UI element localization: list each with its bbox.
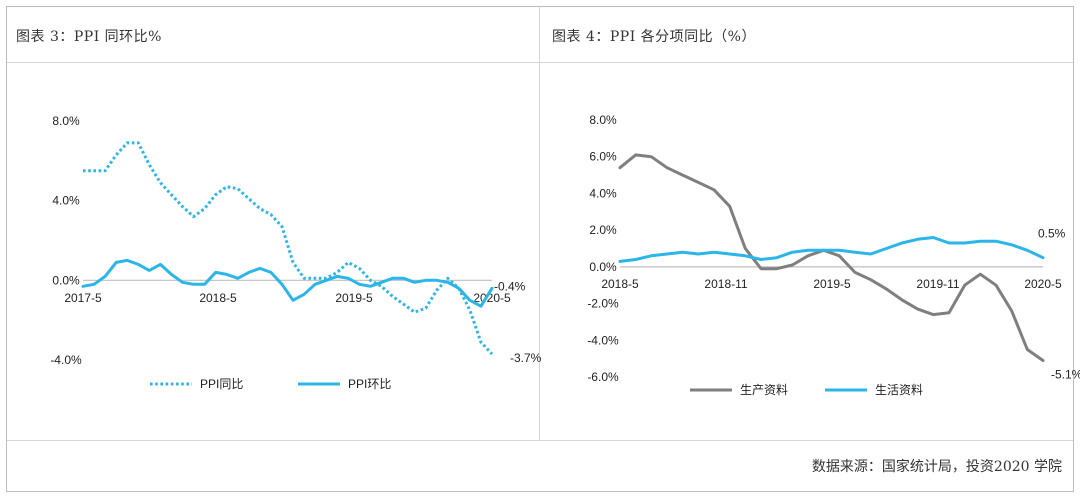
chart4-legend-label-1: 生产资料: [740, 383, 788, 397]
chart4-y-tick-label: 2.0%: [589, 223, 617, 237]
chart4-end-label-2: 0.5%: [1038, 227, 1066, 241]
chart3-end-label-1: -3.7%: [510, 351, 542, 365]
chart3-series-line-2: [81, 258, 494, 308]
chart4-y-tick-label: -2.0%: [587, 297, 619, 311]
header-divider: [7, 62, 1073, 63]
chart4-y-tick-label: 6.0%: [589, 150, 617, 164]
chart4-legend-label-2: 生活资料: [875, 383, 923, 397]
panel-divider: [539, 7, 540, 440]
chart4-x-tick-label: 2020-5: [1024, 277, 1062, 291]
chart3-y-tick-label: -4.0%: [50, 353, 82, 367]
chart4-y-tick-label: -6.0%: [587, 370, 619, 384]
chart3-legend-label-1: PPI同比: [200, 377, 243, 391]
footer-divider: [7, 440, 1073, 441]
chart4-x-tick-label: 2018-5: [601, 277, 639, 291]
chart3-series-line-1: [83, 141, 494, 356]
chart-3-title: 图表 3：PPI 同环比%: [16, 29, 162, 45]
chart3-x-tick-label: 2017-5: [64, 291, 102, 305]
chart4-series-line-2: [618, 236, 1045, 263]
chart3-end-label-2: -0.4%: [494, 279, 526, 293]
chart3-y-tick-label: 8.0%: [52, 114, 80, 128]
chart4-y-tick-label: -4.0%: [587, 333, 619, 347]
chart4-x-tick-label: 2019-11: [916, 277, 959, 291]
chart3-x-tick-label: 2018-5: [199, 291, 237, 305]
chart4-x-tick-label: 2019-5: [813, 277, 851, 291]
chart4-y-tick-label: 4.0%: [589, 186, 617, 200]
chart-4-title: 图表 4：PPI 各分项同比（%）: [552, 29, 756, 45]
chart3-x-tick-label: 2019-5: [335, 291, 373, 305]
chart4-y-tick-label: 8.0%: [589, 113, 617, 127]
chart4-y-tick-label: 0.0%: [589, 260, 617, 274]
chart4-x-tick-label: 2018-11: [704, 277, 747, 291]
chart4-end-label-1: -5.1%: [1051, 367, 1080, 381]
source-note: 数据来源：国家统计局，投资2020 学院: [811, 459, 1062, 475]
chart3-y-tick-label: 0.0%: [52, 273, 80, 287]
chart4-series-line-1: [618, 153, 1045, 362]
chart3-y-tick-label: 4.0%: [52, 194, 80, 208]
report-frame: [6, 6, 1074, 492]
chart3-legend-label-2: PPI环比: [348, 377, 391, 391]
